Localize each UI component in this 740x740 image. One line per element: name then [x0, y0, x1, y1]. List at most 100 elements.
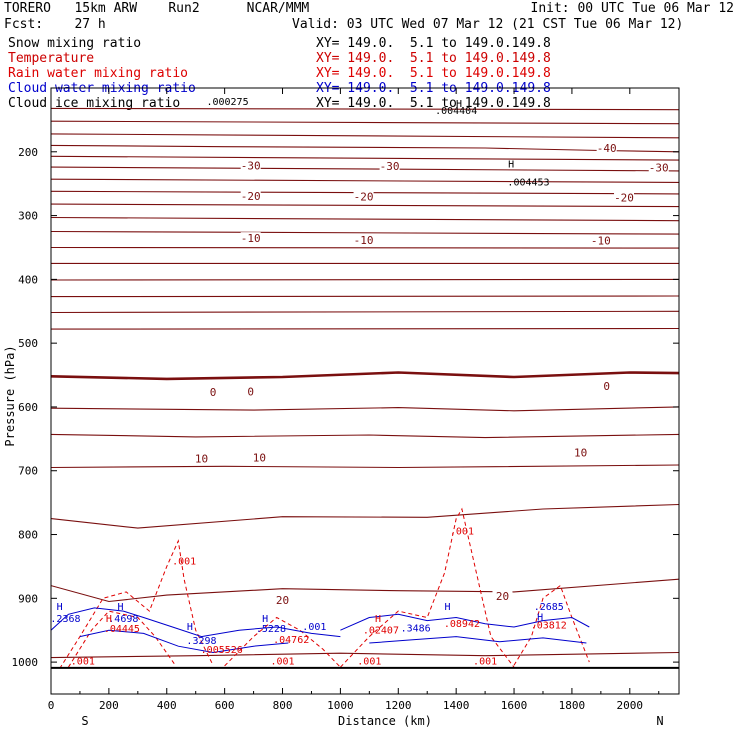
y-axis-label: Pressure (hPa): [3, 345, 17, 446]
rain-contour: [513, 584, 590, 666]
temperature-label: 10: [253, 452, 266, 465]
contour-value-label: .001: [71, 657, 95, 668]
temperature-isotherm: [51, 578, 679, 603]
temperature-label-bg: [353, 190, 374, 203]
y-tick-label: 200: [18, 146, 38, 159]
high-marker: H: [537, 613, 543, 624]
x-tick-label: 800: [273, 699, 293, 712]
rain-contour: [224, 616, 341, 668]
temperature-label: -10: [354, 234, 374, 247]
temperature-isotherm: [51, 327, 679, 330]
temperature-isotherm: [51, 651, 679, 659]
y-tick-label: 500: [18, 337, 38, 350]
temperature-label: -30: [649, 161, 669, 174]
contour-value-label: .04762: [273, 635, 309, 646]
cloud-water-contour: [51, 607, 341, 638]
y-tick-label: 700: [18, 465, 38, 478]
temperature-label-bg: [590, 234, 611, 247]
high-marker: H: [456, 99, 462, 110]
temperature-isotherm: [51, 295, 679, 298]
rain-contour: [67, 610, 176, 668]
temperature-isotherm: [51, 433, 679, 439]
contour-value-label: .001: [270, 657, 294, 668]
temperature-label-bg: [240, 385, 261, 398]
temperature-label-bg: [379, 160, 400, 173]
contour-value-label: .3486: [401, 623, 431, 634]
temperature-isotherm: [51, 107, 679, 111]
header-valid: Valid: 03 UTC Wed 07 Mar 12 (21 CST Tue …: [292, 17, 684, 32]
temperature-label: -30: [241, 159, 261, 172]
x-tick-label: 200: [99, 699, 119, 712]
temperature-label-bg: [203, 385, 224, 398]
contour-value-label: .005526: [201, 645, 243, 656]
temperature-isotherm: [51, 133, 679, 139]
temperature-label-bg: [596, 142, 617, 155]
field-temperature-xy: XY= 149.0. 5.1 to 149.0.149.8: [316, 51, 551, 66]
temperature-label-bg: [272, 593, 293, 606]
contour-value-label: .001: [302, 622, 326, 633]
y-tick-label: 600: [18, 401, 38, 414]
high-marker: H: [187, 622, 193, 633]
contour-value-label: .2685: [534, 602, 564, 613]
contour-value-label: .04445: [104, 624, 140, 635]
temperature-isotherms: [51, 107, 679, 659]
contour-value-label: .3298: [186, 636, 216, 647]
plot-frame: [50, 87, 680, 695]
temperature-label: -40: [597, 142, 617, 155]
temperature-isotherm: [51, 371, 679, 381]
high-marker: H: [262, 614, 268, 625]
temperature-isotherm: [51, 464, 679, 469]
temperature-label: -20: [354, 191, 374, 204]
temperature-label-bg: [353, 234, 374, 247]
cloud-water-contour: [340, 613, 590, 631]
temperature-isotherm: [51, 155, 679, 161]
temperature-isotherm: [51, 120, 679, 125]
south-label: S: [81, 714, 88, 728]
x-tick-label: 1600: [501, 699, 528, 712]
rain-contours: [59, 507, 590, 669]
temperature-label: -30: [380, 160, 400, 173]
x-tick-label: 1400: [443, 699, 470, 712]
temperature-label-bg: [614, 191, 635, 204]
temperature-label-bg: [492, 590, 513, 603]
contour-value-label: .001: [172, 557, 196, 568]
temperature-isotherm: [51, 216, 679, 222]
y-tick-label: 900: [18, 592, 38, 605]
temperature-isotherm: [51, 278, 679, 281]
x-tick-label: 2000: [617, 699, 644, 712]
contour-value-label: .001: [357, 657, 381, 668]
temperature-isotherm: [51, 166, 679, 172]
field-labels: .000275.004404.004453HH.001.001.001.001.…: [50, 97, 566, 667]
x-tick-label: 600: [215, 699, 235, 712]
header-model: TORERO 15km ARW Run2 NCAR/MMM: [4, 1, 310, 16]
y-tick-label: 300: [18, 210, 38, 223]
temperature-label: 10: [574, 447, 587, 460]
contour-value-label: .02407: [363, 625, 399, 636]
temperature-label: -10: [241, 232, 261, 245]
temperature-label: 0: [247, 385, 254, 398]
field-temperature-name: Temperature: [8, 51, 95, 66]
temperature-isotherm: [51, 246, 679, 249]
field-rain-xy: XY= 149.0. 5.1 to 149.0.149.8: [316, 66, 551, 81]
temperature-label: 0: [210, 386, 217, 399]
temperature-label: 0: [603, 380, 610, 393]
contour-value-label: .2368: [50, 614, 80, 625]
contour-value-label: .4698: [108, 614, 138, 625]
contour-value-label: .5228: [256, 624, 286, 635]
header-init: Init: 00 UTC Tue 06 Mar 12: [530, 1, 735, 16]
temperature-label: 20: [496, 590, 509, 603]
axes: 0 200 400 600 800 1000 1200 1400 1600 1800 2000200…: [3, 88, 679, 728]
high-marker: H: [375, 614, 381, 625]
temperature-isotherm: [51, 144, 679, 153]
contour-value-label: .001: [450, 527, 474, 538]
field-cloudice-name: Cloud ice mixing ratio: [8, 96, 181, 111]
temperature-label: -10: [591, 235, 611, 248]
contour-value-label: .001: [473, 657, 497, 668]
temperature-label-bg: [596, 380, 617, 393]
x-tick-label: 1800: [559, 699, 586, 712]
x-tick-label: 400: [157, 699, 177, 712]
high-marker: H: [444, 602, 450, 613]
temperature-label-bg: [240, 159, 261, 172]
temperature-label-bg: [240, 232, 261, 245]
temperature-isotherm: [51, 406, 679, 412]
